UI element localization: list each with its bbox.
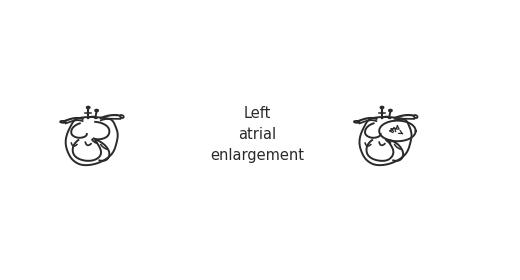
Text: Left
atrial
enlargement: Left atrial enlargement	[211, 106, 304, 163]
